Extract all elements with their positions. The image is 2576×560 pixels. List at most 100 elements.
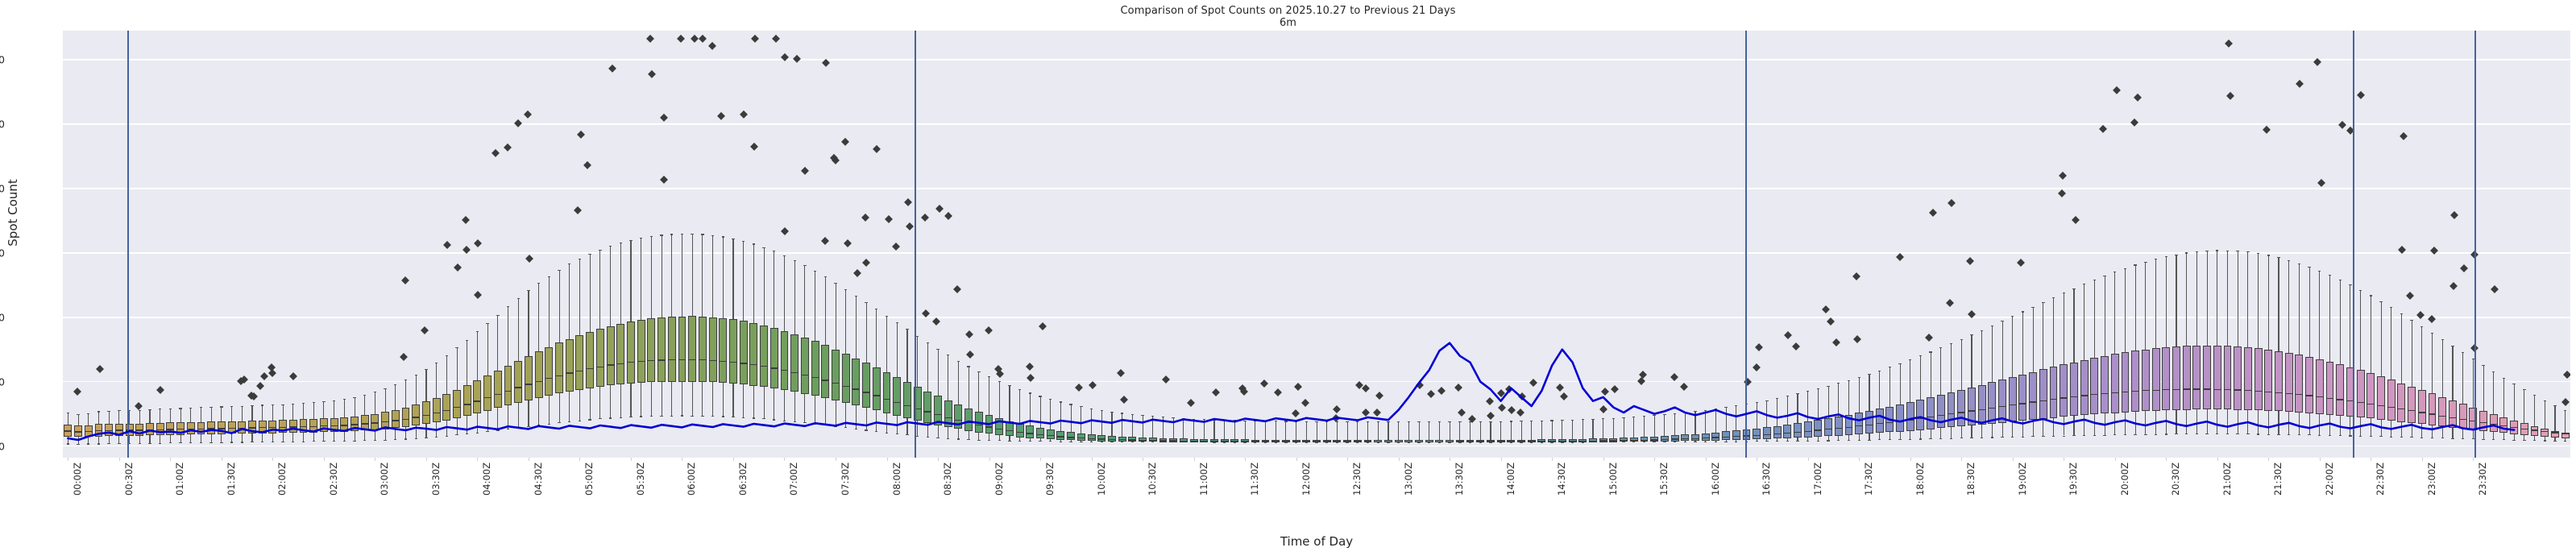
x-tick-mark	[1859, 458, 1860, 461]
whisker-cap	[2082, 435, 2086, 437]
median-line	[954, 419, 963, 421]
whisker-cap	[2031, 436, 2035, 438]
whisker	[1336, 421, 1338, 442]
whisker-cap	[168, 442, 172, 444]
x-tick-mark	[2421, 458, 2423, 461]
whisker-cap	[2134, 433, 2137, 435]
x-tick-label: 04:30Z	[532, 463, 544, 496]
whisker-cap	[1315, 421, 1318, 422]
whisker	[1653, 415, 1655, 442]
box	[483, 375, 492, 411]
box	[1599, 438, 1607, 442]
median-line	[841, 385, 850, 387]
whisker-cap	[926, 342, 929, 343]
box	[923, 391, 932, 423]
whisker-cap	[1960, 338, 1963, 340]
whisker-cap	[2297, 434, 2301, 436]
whisker-cap	[885, 315, 889, 317]
box	[821, 345, 830, 399]
whisker	[1991, 325, 1993, 438]
whisker-cap	[2256, 253, 2260, 255]
whisker-cap	[752, 243, 756, 245]
x-tick-mark	[1910, 458, 1911, 461]
median-line	[94, 430, 103, 432]
box	[1865, 410, 1873, 434]
box	[514, 360, 523, 403]
whisker-cap	[312, 441, 315, 442]
x-axis-label: Time of Day	[1280, 534, 1354, 549]
whisker-cap	[793, 259, 796, 261]
whisker-cap	[2532, 395, 2537, 396]
whisker-cap	[803, 265, 807, 267]
whisker-cap	[2390, 436, 2393, 438]
whisker-cap	[1366, 421, 1370, 423]
box	[288, 419, 297, 433]
whisker	[2462, 352, 2464, 438]
whisker-cap	[1570, 419, 1574, 421]
whisker	[2155, 259, 2157, 434]
whisker-cap	[1816, 388, 1820, 390]
whisker-cap	[1857, 439, 1860, 441]
whisker	[1418, 421, 1420, 442]
whisker	[2308, 266, 2310, 435]
median-line	[985, 426, 993, 428]
median-line	[902, 404, 911, 406]
whisker-cap	[220, 442, 223, 443]
whisker-cap	[915, 335, 919, 337]
box	[832, 349, 840, 400]
whisker-cap	[793, 421, 796, 422]
box	[217, 421, 226, 434]
median-line	[2561, 433, 2570, 435]
whisker	[1009, 385, 1010, 441]
whisker-cap	[1807, 391, 1810, 392]
median-line	[1794, 431, 1802, 433]
x-tick-mark	[2319, 458, 2321, 461]
box	[2080, 359, 2089, 416]
whisker-cap	[1428, 421, 1431, 423]
median-line	[74, 431, 82, 433]
whisker-cap	[2144, 261, 2147, 263]
x-tick-label: 12:00Z	[1300, 463, 1312, 496]
whisker-cap	[332, 441, 336, 442]
whisker	[2206, 250, 2208, 434]
whisker-cap	[1479, 421, 1482, 422]
median-line	[1496, 441, 1505, 442]
box	[1159, 438, 1168, 442]
box	[1189, 438, 1198, 442]
whisker	[1674, 413, 1676, 442]
whisker-cap	[1694, 411, 1697, 413]
whisker-cap	[2205, 433, 2209, 435]
whisker-cap	[639, 238, 643, 239]
box	[279, 420, 288, 433]
whisker-cap	[865, 301, 868, 303]
median-line	[1844, 426, 1853, 428]
whisker-cap	[353, 396, 356, 398]
median-line	[565, 372, 574, 374]
x-tick-mark	[1193, 458, 1195, 461]
box	[2223, 346, 2232, 410]
box	[595, 329, 604, 387]
median-line	[1967, 410, 1976, 412]
whisker-cap	[1909, 438, 1912, 440]
whisker	[1244, 420, 1246, 442]
median-line	[1599, 440, 1607, 442]
whisker-cap	[118, 442, 121, 444]
box	[1067, 432, 1076, 441]
whisker-cap	[568, 263, 571, 265]
whisker-cap	[2154, 433, 2158, 435]
median-line	[1036, 433, 1044, 436]
median-line	[555, 375, 563, 376]
whisker-cap	[363, 394, 367, 396]
median-line	[1241, 441, 1250, 442]
median-line	[381, 421, 390, 423]
whisker-cap	[2553, 405, 2557, 407]
whisker	[1807, 391, 1809, 441]
whisker	[2554, 405, 2556, 441]
median-line	[1015, 431, 1024, 433]
whisker-cap	[1550, 420, 1553, 421]
x-tick-label: 00:30Z	[122, 463, 135, 496]
whisker-cap	[2430, 332, 2434, 334]
whisker-cap	[2308, 434, 2311, 436]
x-tick-label: 02:00Z	[276, 463, 288, 496]
y-tick-label: 4000	[0, 182, 5, 195]
